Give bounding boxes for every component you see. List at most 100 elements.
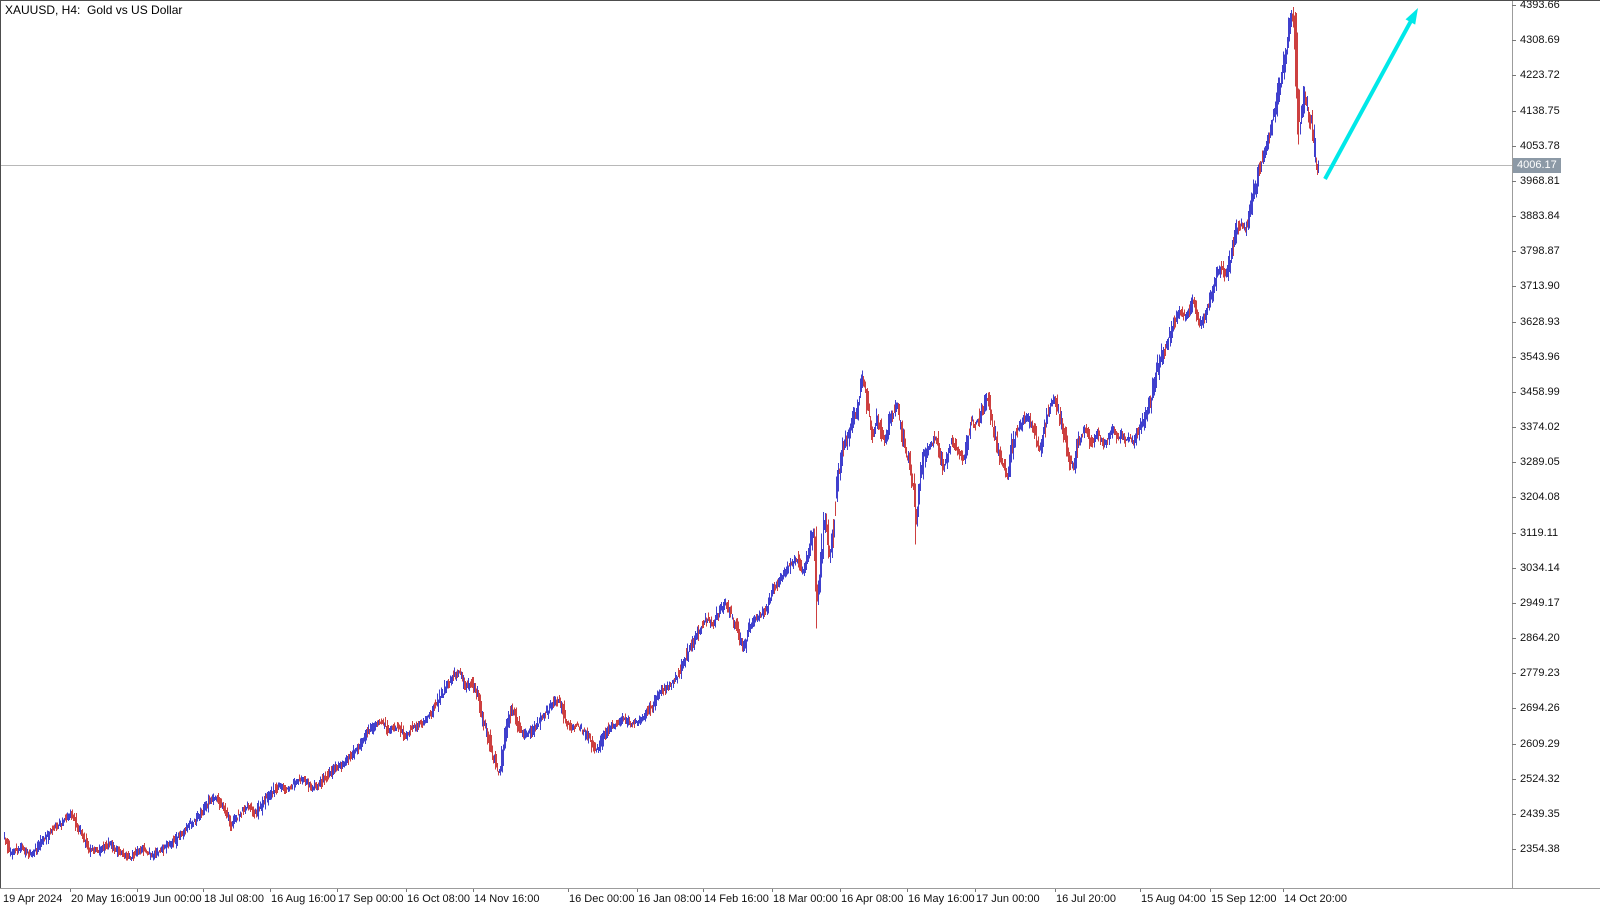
time-axis[interactable]: 19 Apr 2024 20 May 16:00 19 Jun 00:00 18 Ju… <box>0 889 1600 910</box>
price-axis-tick <box>1512 322 1516 323</box>
time-axis-label: 16 Aug 16:00 <box>271 893 336 905</box>
price-axis-label: 2439.35 <box>1520 807 1560 820</box>
time-axis-label: 18 Mar 00:00 <box>773 893 838 905</box>
current-price-value: 4006.17 <box>1517 159 1557 171</box>
price-axis-label: 3289.05 <box>1520 456 1560 469</box>
price-axis-tick <box>1512 40 1516 41</box>
time-axis-label: 17 Jun 00:00 <box>976 893 1040 905</box>
price-axis-label: 3713.90 <box>1520 280 1560 293</box>
time-axis-label: 20 May 16:00 <box>71 893 138 905</box>
time-axis-label: 19 Apr 2024 <box>3 893 63 905</box>
price-axis-label: 3543.96 <box>1520 350 1560 363</box>
price-axis-tick <box>1512 181 1516 182</box>
time-axis-label: 15 Sep 12:00 <box>1211 893 1277 905</box>
price-axis-tick <box>1512 392 1516 393</box>
time-axis-label: 16 Apr 08:00 <box>841 893 904 905</box>
time-axis-tick <box>907 889 908 892</box>
price-axis-tick <box>1512 75 1516 76</box>
price-axis-label: 3119.11 <box>1520 526 1559 539</box>
window-top-border <box>0 0 1600 1</box>
time-axis-label: 14 Nov 16:00 <box>474 893 540 905</box>
price-axis-label: 4308.69 <box>1520 34 1560 47</box>
time-axis-tick <box>772 889 773 892</box>
price-axis-label: 3628.93 <box>1520 315 1560 328</box>
time-axis-label: 14 Feb 16:00 <box>704 893 769 905</box>
time-axis-label: 18 Jul 08:00 <box>204 893 264 905</box>
time-axis-tick <box>203 889 204 892</box>
price-axis-label: 3458.99 <box>1520 385 1560 398</box>
price-axis-tick <box>1512 849 1516 850</box>
price-axis-label: 3968.81 <box>1520 174 1560 187</box>
time-axis-tick <box>473 889 474 892</box>
current-price-badge: 4006.17 <box>1513 158 1561 173</box>
price-axis-label: 3374.02 <box>1520 421 1560 434</box>
price-axis-label: 2609.29 <box>1520 737 1560 750</box>
bull-candles <box>4 9 1319 862</box>
time-axis-tick <box>70 889 71 892</box>
price-axis-label: 3034.14 <box>1520 561 1560 574</box>
time-axis-tick <box>975 889 976 892</box>
price-axis-label: 2779.23 <box>1520 667 1560 680</box>
bear-candles <box>5 7 1318 861</box>
time-axis-tick <box>1283 889 1284 892</box>
price-axis-tick <box>1512 779 1516 780</box>
time-axis-label: 16 Oct 08:00 <box>407 893 470 905</box>
price-axis-label: 2694.26 <box>1520 702 1560 715</box>
price-axis-tick <box>1512 497 1516 498</box>
time-axis-label: 16 Dec 00:00 <box>569 893 635 905</box>
price-axis-tick <box>1512 357 1516 358</box>
time-axis-tick <box>637 889 638 892</box>
time-axis-tick <box>1140 889 1141 892</box>
time-axis-label: 16 May 16:00 <box>908 893 975 905</box>
price-axis-tick <box>1512 427 1516 428</box>
price-axis-label: 3204.08 <box>1520 491 1560 504</box>
time-axis-tick <box>703 889 704 892</box>
time-axis-label: 17 Sep 00:00 <box>338 893 404 905</box>
price-axis-label: 3798.87 <box>1520 245 1560 258</box>
price-axis-label: 4223.72 <box>1520 69 1560 82</box>
time-axis-separator <box>0 888 1600 889</box>
trend-arrow-shaft[interactable] <box>1323 17 1415 180</box>
price-axis-tick <box>1512 673 1516 674</box>
time-axis-label: 16 Jul 20:00 <box>1056 893 1116 905</box>
price-axis-tick <box>1512 638 1516 639</box>
chart-title: XAUUSD, H4: Gold vs US Dollar <box>5 3 183 17</box>
time-axis-tick <box>270 889 271 892</box>
candlestick-plot[interactable] <box>0 0 1600 888</box>
price-axis-label: 4138.75 <box>1520 104 1560 117</box>
time-axis-tick <box>137 889 138 892</box>
price-axis[interactable]: 4006.17 4393.66 4308.69 4223.72 4138.75 4053… <box>1512 0 1600 888</box>
price-axis-tick <box>1512 5 1516 6</box>
time-axis-tick <box>406 889 407 892</box>
time-axis-label: 19 Jun 00:00 <box>138 893 202 905</box>
price-axis-tick <box>1512 744 1516 745</box>
price-axis-tick <box>1512 251 1516 252</box>
price-axis-label: 4393.66 <box>1520 0 1560 11</box>
price-axis-tick <box>1512 708 1516 709</box>
price-axis-separator <box>1512 0 1513 888</box>
price-axis-label: 3883.84 <box>1520 210 1560 223</box>
price-axis-tick <box>1512 533 1516 534</box>
price-axis-tick <box>1512 111 1516 112</box>
time-axis-label: 14 Oct 20:00 <box>1284 893 1347 905</box>
price-axis-label: 2354.38 <box>1520 843 1560 856</box>
time-axis-tick <box>568 889 569 892</box>
price-axis-label: 2949.17 <box>1520 596 1560 609</box>
price-axis-label: 4053.78 <box>1520 139 1560 152</box>
time-axis-label: 15 Aug 04:00 <box>1141 893 1206 905</box>
time-axis-tick <box>337 889 338 892</box>
price-axis-tick <box>1512 286 1516 287</box>
time-axis-label: 16 Jan 08:00 <box>638 893 702 905</box>
trend-arrow-head[interactable] <box>1405 8 1418 25</box>
price-axis-tick <box>1512 603 1516 604</box>
price-axis-tick <box>1512 462 1516 463</box>
time-axis-tick <box>840 889 841 892</box>
price-axis-tick <box>1512 146 1516 147</box>
price-axis-tick <box>1512 568 1516 569</box>
price-axis-tick <box>1512 814 1516 815</box>
time-axis-tick <box>1055 889 1056 892</box>
price-axis-tick <box>1512 216 1516 217</box>
price-axis-label: 2524.32 <box>1520 772 1560 785</box>
window-left-border <box>0 0 1 888</box>
